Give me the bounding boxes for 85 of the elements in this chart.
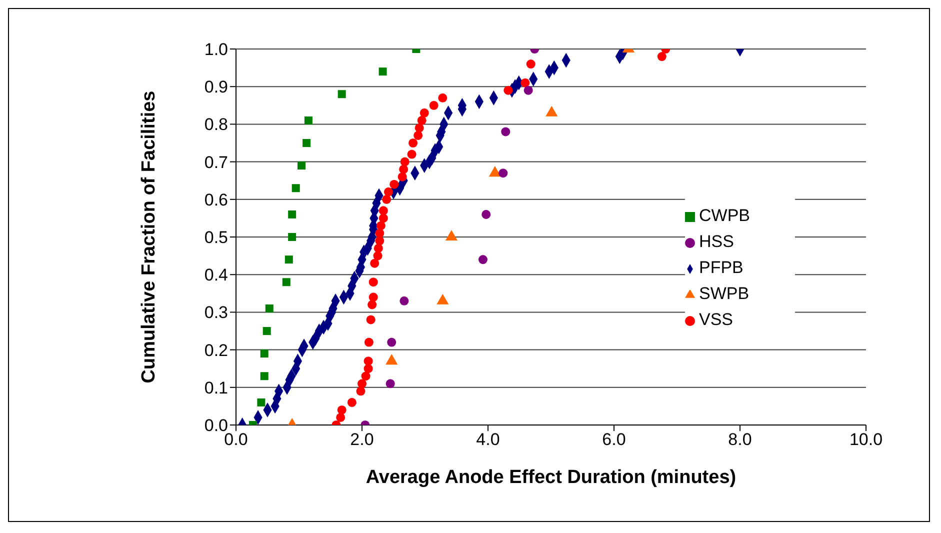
point — [417, 116, 426, 125]
y-tick-label: 0.9 — [204, 78, 228, 97]
point — [526, 60, 536, 69]
point — [375, 228, 384, 238]
point — [504, 86, 513, 95]
point — [368, 300, 377, 310]
point — [265, 304, 274, 312]
point — [414, 123, 424, 132]
point — [657, 52, 666, 62]
point — [302, 139, 311, 147]
point — [387, 338, 396, 347]
point — [336, 412, 346, 422]
point — [370, 258, 380, 268]
point — [398, 172, 407, 182]
point — [364, 364, 373, 374]
point — [414, 130, 423, 140]
point — [408, 138, 418, 148]
y-tick-label: 0.7 — [204, 152, 228, 172]
point — [366, 315, 376, 324]
y-tick-label: 0.5 — [204, 228, 228, 248]
y-tick-label: 1.0 — [204, 40, 228, 60]
point — [282, 278, 290, 286]
point — [284, 256, 293, 264]
point — [378, 68, 387, 76]
point — [501, 127, 510, 136]
y-tick-label: 0.6 — [204, 190, 228, 210]
point — [298, 162, 306, 170]
legend-label: VSS — [699, 310, 734, 329]
point — [407, 150, 416, 159]
x-tick-label: 0.0 — [224, 430, 248, 450]
legend-label: SWPB — [699, 284, 750, 303]
point — [304, 116, 312, 124]
point — [386, 379, 395, 388]
y-tick-label: 0.4 — [204, 266, 228, 285]
y-tick-label: 0.2 — [204, 340, 228, 360]
point — [373, 251, 382, 260]
y-tick-label: 0.1 — [204, 378, 228, 398]
point — [378, 206, 388, 216]
point — [338, 90, 346, 98]
point — [347, 398, 356, 407]
point — [260, 350, 268, 358]
point — [376, 221, 386, 230]
point — [390, 180, 399, 189]
point — [498, 168, 508, 178]
point — [257, 398, 266, 406]
point — [368, 278, 378, 287]
point — [288, 233, 296, 241]
point — [520, 78, 530, 88]
y-axis-title: Cumulative Fraction of Facilities — [138, 90, 160, 384]
y-tick-label: 0.8 — [204, 115, 228, 134]
point — [337, 405, 346, 414]
point — [482, 210, 491, 219]
legend-label: PFPB — [699, 258, 744, 277]
x-tick-label: 8.0 — [728, 430, 752, 450]
legend-label: CWPB — [699, 206, 750, 225]
point — [375, 236, 384, 246]
x-axis-title: Average Anode Effect Duration (minutes) — [366, 467, 736, 488]
point — [382, 194, 392, 204]
point — [400, 157, 410, 166]
point — [420, 108, 429, 118]
x-tick-label: 6.0 — [602, 430, 626, 450]
point — [399, 164, 408, 174]
x-tick-label: 4.0 — [476, 430, 500, 450]
point — [429, 100, 438, 110]
point — [478, 255, 488, 264]
point — [292, 184, 300, 192]
x-tick-label: 2.0 — [350, 430, 374, 450]
legend-label: HSS — [699, 232, 734, 251]
point — [262, 327, 271, 335]
point — [288, 210, 296, 218]
point — [361, 372, 370, 381]
point — [368, 292, 378, 302]
point — [356, 386, 366, 396]
y-tick-label: 0.3 — [204, 303, 228, 322]
point — [364, 338, 374, 347]
point — [260, 372, 268, 380]
point — [438, 93, 448, 102]
point — [357, 379, 367, 388]
point — [384, 187, 393, 196]
point — [400, 296, 409, 306]
point — [364, 356, 373, 366]
x-tick-label: 10.0 — [849, 430, 883, 450]
point — [524, 86, 533, 95]
point — [374, 244, 383, 253]
point — [378, 214, 388, 223]
